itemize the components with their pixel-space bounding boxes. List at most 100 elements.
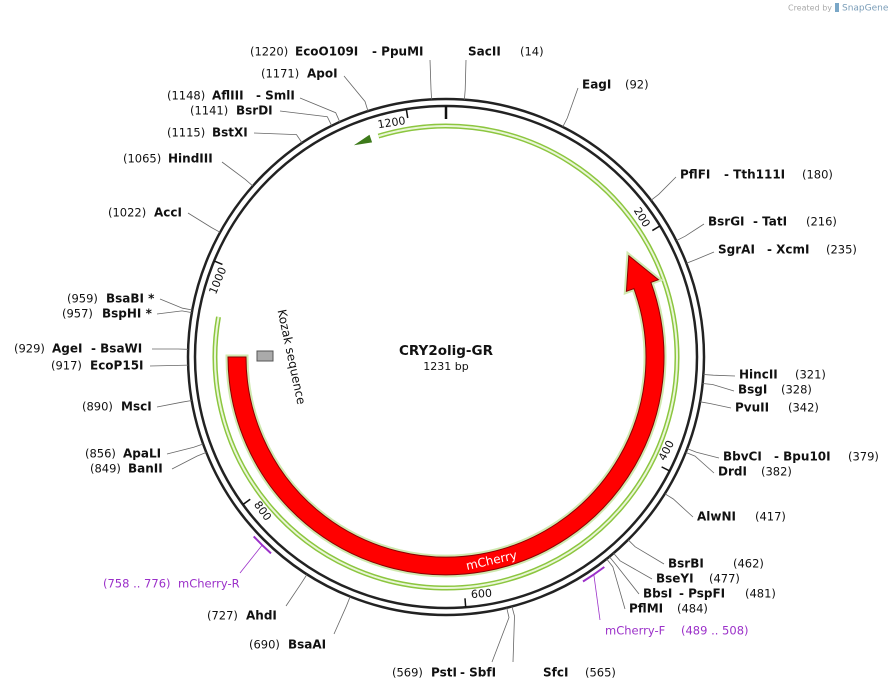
site-position: (342) xyxy=(788,401,819,415)
site-position: (321) xyxy=(795,368,826,382)
site-name: - XcmI xyxy=(767,243,810,257)
site-leader xyxy=(171,452,207,470)
feature-arrowhead xyxy=(353,134,373,146)
site-name: PvuII xyxy=(735,401,769,415)
site-position: (1220) xyxy=(250,45,288,59)
site-name: EagI xyxy=(582,78,611,92)
site-name: BsaAI xyxy=(288,638,326,652)
ruler-tick xyxy=(651,225,661,232)
site-position: (417) xyxy=(755,510,786,524)
site-position: (216) xyxy=(806,215,837,229)
site-name: - SmlI xyxy=(256,89,295,103)
site-name: PflMI xyxy=(629,602,663,616)
site-name: BsrDI xyxy=(236,104,273,118)
site-position: (462) xyxy=(733,557,764,571)
primer-leader xyxy=(239,544,263,574)
site-name: EcoP15I xyxy=(90,359,144,373)
site-name: ApaLI xyxy=(123,447,161,461)
site-position: (856) xyxy=(85,447,116,461)
site-name: - TatI xyxy=(753,215,787,229)
site-position: (727) xyxy=(207,609,238,623)
site-leader xyxy=(159,298,193,311)
site-name: MscI xyxy=(121,400,152,414)
plasmid-length: 1231 bp xyxy=(423,360,468,373)
site-leader xyxy=(149,364,189,367)
watermark-brand: SnapGene xyxy=(842,4,889,14)
site-name: HincII xyxy=(739,368,778,382)
site-name: ApoI xyxy=(307,67,338,81)
site-name: BstXI xyxy=(212,126,248,140)
feature-label: Kozak sequence xyxy=(275,308,309,406)
site-leader xyxy=(685,452,715,474)
site-name: - PspFI xyxy=(679,587,725,601)
ruler-tick xyxy=(464,598,467,608)
site-leader xyxy=(253,132,303,144)
site-name: SacII xyxy=(468,45,501,59)
site-position: (379) xyxy=(848,450,879,464)
site-leader xyxy=(613,552,653,580)
site-leader xyxy=(299,97,341,123)
site-leader xyxy=(464,59,467,100)
site-name: EcoO109I xyxy=(295,45,358,59)
primer-leader xyxy=(593,574,601,621)
site-position: (14) xyxy=(520,45,544,59)
site-leader xyxy=(156,310,192,315)
site-leader xyxy=(221,161,254,187)
site-position: (959) xyxy=(67,292,98,306)
site-leader xyxy=(687,448,720,459)
site-leader xyxy=(606,558,626,610)
site-leader xyxy=(609,556,640,595)
site-name: SgrAI xyxy=(718,243,755,257)
site-leader xyxy=(187,212,221,233)
site-name: - Bpu10I xyxy=(774,450,831,464)
site-position: (477) xyxy=(709,572,740,586)
site-position: (690) xyxy=(249,638,280,652)
site-name: AflIII xyxy=(212,89,244,103)
site-position: (235) xyxy=(826,243,857,257)
site-name: BsrBI xyxy=(668,557,704,571)
site-leader xyxy=(429,59,432,100)
site-name: BsrGI xyxy=(708,215,745,229)
site-leader xyxy=(703,374,736,377)
site-position: (481) xyxy=(745,587,776,601)
site-position: (484) xyxy=(677,602,708,616)
site-name: - Tth111I xyxy=(724,168,785,182)
site-name: BanII xyxy=(128,462,163,476)
site-position: (180) xyxy=(802,168,833,182)
site-position: (569) xyxy=(392,666,423,680)
ruler-tick xyxy=(213,260,223,266)
site-leader xyxy=(166,443,204,455)
site-leader xyxy=(627,539,665,565)
site-position: (382) xyxy=(761,465,792,479)
primer-name: mCherry-F xyxy=(605,624,665,638)
site-name: BspHI * xyxy=(102,307,153,321)
site-name: HindIII xyxy=(168,152,213,166)
site-name: - BsaWI xyxy=(91,342,142,356)
site-position: (957) xyxy=(62,307,93,321)
site-name: AlwNI xyxy=(697,510,736,524)
site-leader xyxy=(333,596,351,635)
site-leader xyxy=(686,251,715,264)
ruler-tick xyxy=(405,109,409,119)
site-name: BseYI xyxy=(656,572,694,586)
site-leader xyxy=(285,574,308,607)
site-position: (1141) xyxy=(190,104,228,118)
ruler-label: 600 xyxy=(470,587,492,602)
site-leader xyxy=(676,223,705,242)
site-position: (917) xyxy=(51,359,82,373)
site-leader xyxy=(650,176,677,201)
site-name: PstI xyxy=(431,666,457,680)
site-position: (328) xyxy=(781,383,812,397)
primer-range: (758 .. 776) xyxy=(103,577,171,591)
site-position: (1022) xyxy=(108,206,146,220)
primer-arc xyxy=(582,566,605,583)
site-leader xyxy=(664,493,694,518)
site-leader xyxy=(702,383,735,392)
site-leader xyxy=(562,87,579,128)
plasmid-name: CRY2olig-GR xyxy=(399,343,494,359)
site-name: PflFI xyxy=(680,168,710,182)
site-position: (1065) xyxy=(123,152,161,166)
site-name: AccI xyxy=(154,206,182,220)
